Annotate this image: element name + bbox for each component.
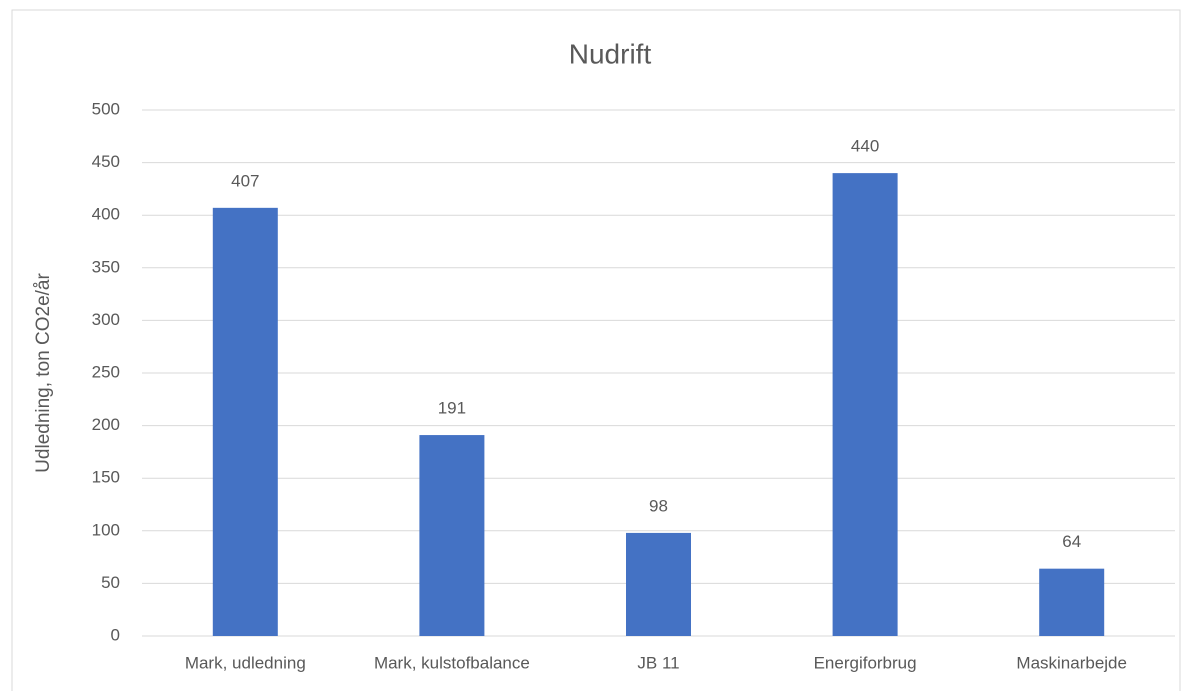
x-tick-label: JB 11 — [637, 653, 679, 672]
x-tick-label: Maskinarbejde — [1016, 653, 1127, 672]
data-label: 191 — [438, 399, 466, 418]
y-tick-label: 500 — [92, 99, 120, 118]
y-tick-label: 450 — [92, 152, 120, 171]
chart-frame — [11, 9, 1181, 691]
y-tick-label: 200 — [92, 415, 120, 434]
data-label: 64 — [1062, 532, 1081, 551]
x-tick-label: Mark, kulstofbalance — [374, 653, 530, 672]
y-axis-label: Udledning, ton CO2e/år — [33, 273, 54, 473]
data-label: 98 — [649, 496, 668, 515]
bar — [212, 207, 278, 636]
bar — [832, 173, 898, 636]
y-tick-label: 0 — [111, 625, 120, 644]
y-tick-label: 350 — [92, 257, 120, 276]
y-tick-label: 150 — [92, 468, 120, 487]
y-tick-label: 300 — [92, 310, 120, 329]
data-label: 407 — [231, 171, 259, 190]
data-label: 440 — [851, 137, 879, 156]
y-tick-label: 250 — [92, 362, 120, 381]
x-tick-label: Mark, udledning — [185, 653, 306, 672]
chart-title: Nudrift — [569, 38, 652, 69]
bar — [419, 435, 485, 636]
bar — [626, 532, 691, 636]
x-tick-label: Energiforbrug — [814, 653, 917, 672]
y-tick-label: 100 — [92, 520, 120, 539]
bar — [1039, 568, 1105, 636]
y-tick-label: 50 — [101, 573, 120, 592]
y-tick-label: 400 — [92, 205, 120, 224]
